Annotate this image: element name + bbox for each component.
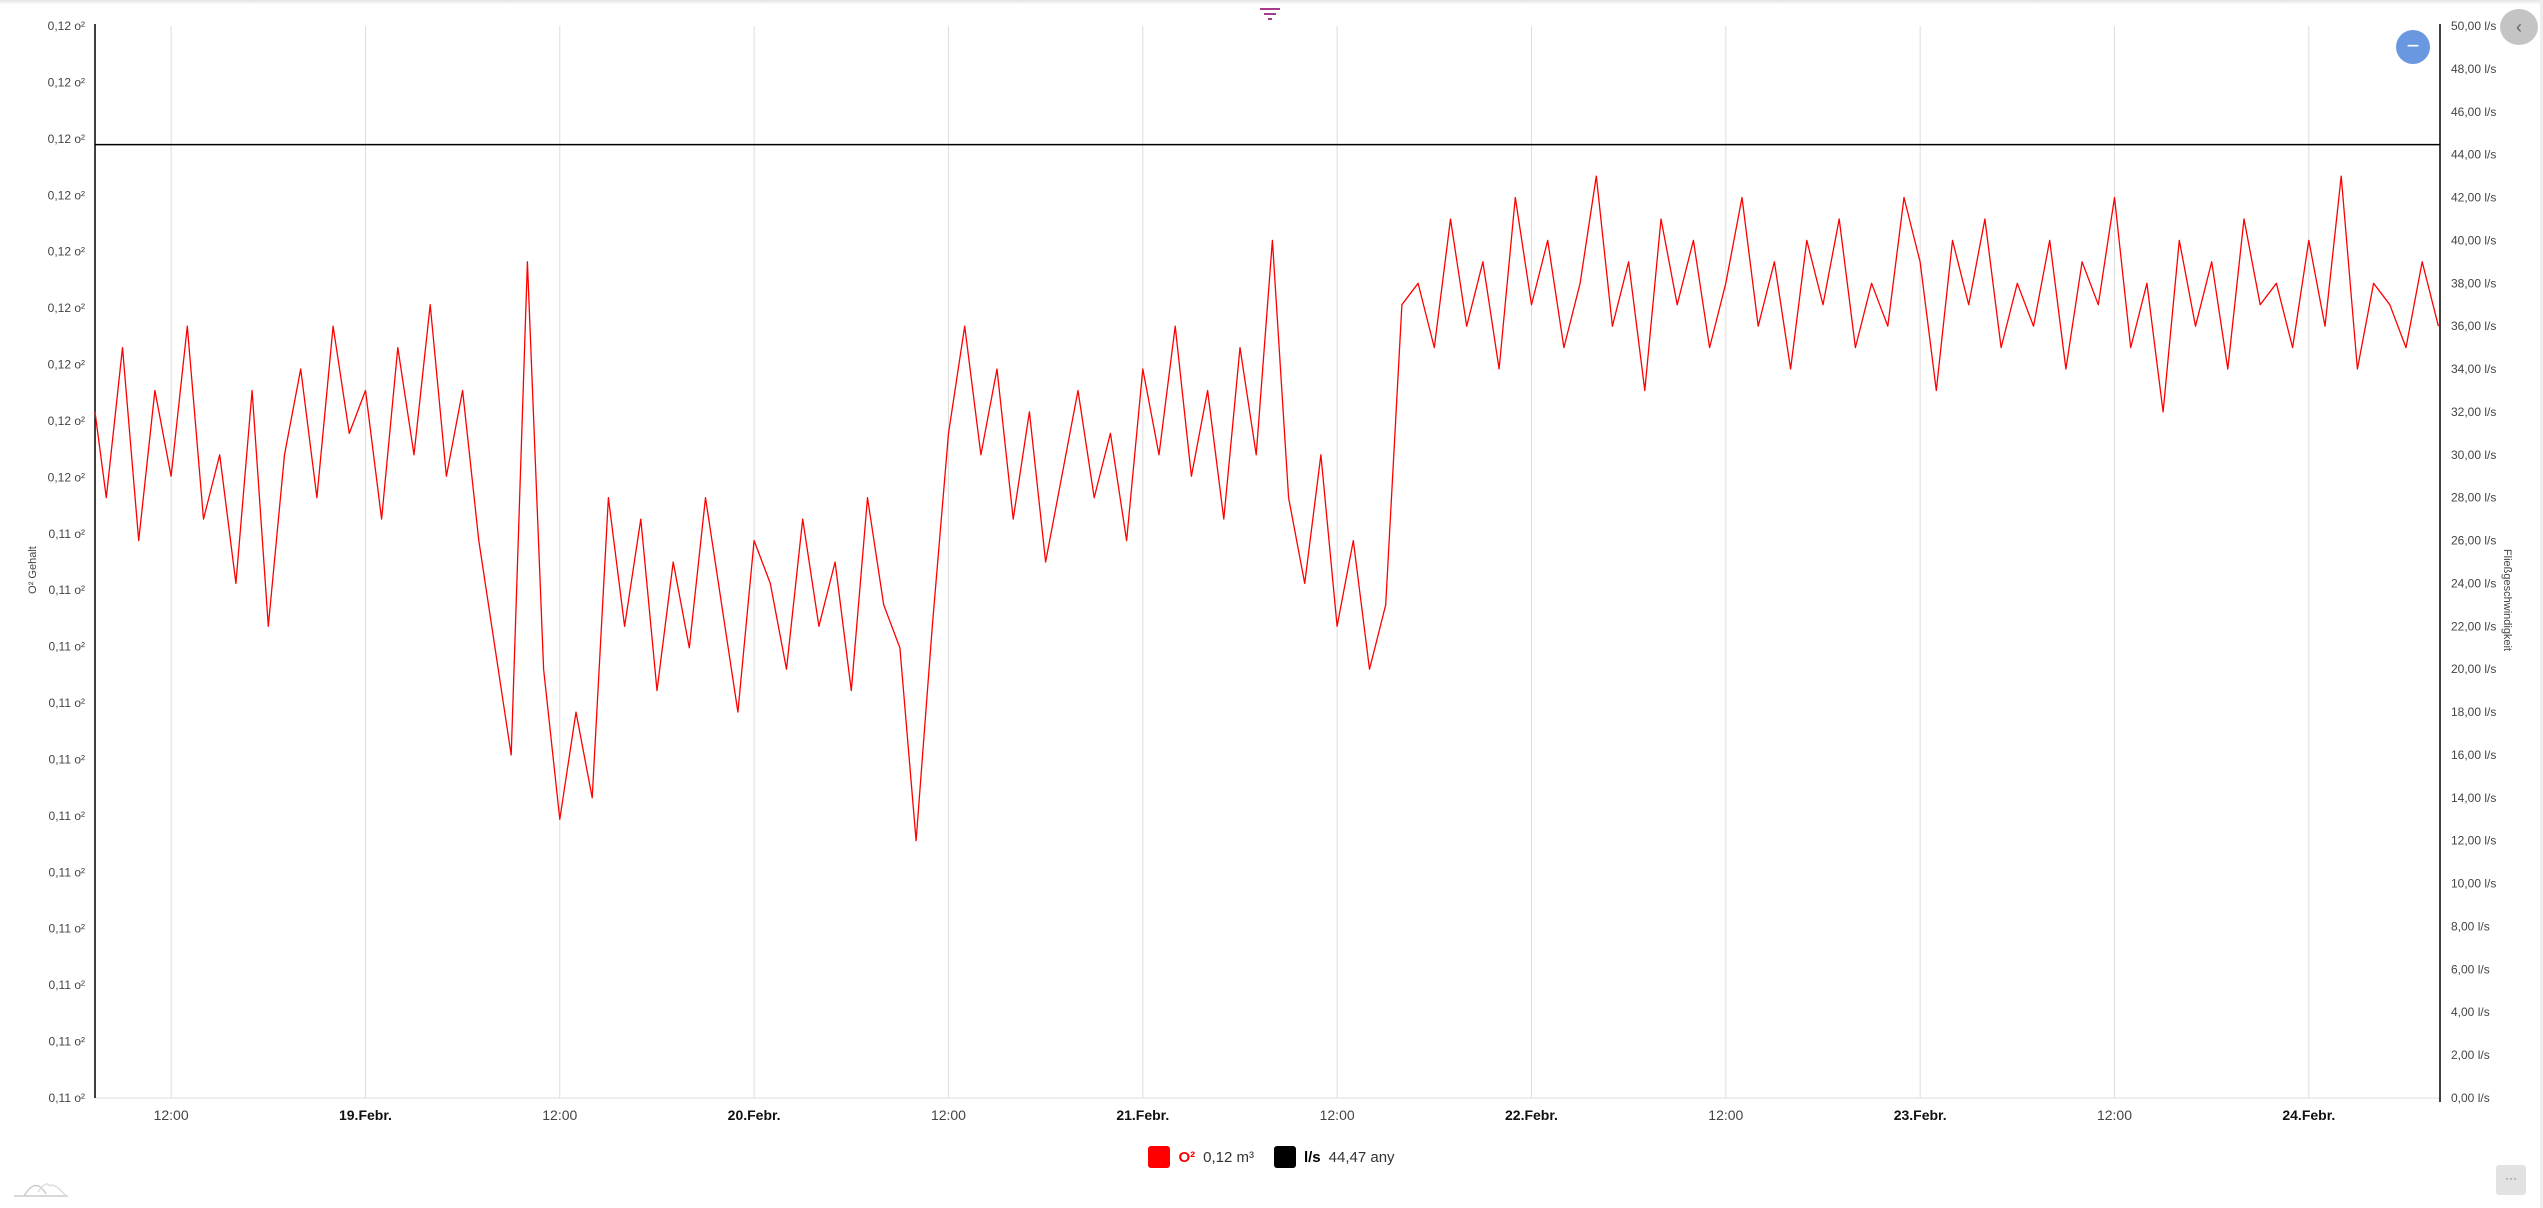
right-tick-label: 30,00 l/s: [2451, 448, 2496, 462]
left-axis-title: O² Gehalt: [27, 546, 39, 594]
right-edge: [2540, 0, 2543, 1208]
x-tick-label: 12:00: [931, 1107, 966, 1123]
series-line-o2: [94, 175, 2440, 842]
right-tick-label: 28,00 l/s: [2451, 491, 2496, 505]
left-tick-label: 0,11 o²: [49, 978, 85, 992]
right-axis-title: Fließgeschwindigkeit: [2501, 549, 2513, 651]
right-tick-label: 42,00 l/s: [2451, 191, 2496, 205]
x-tick-label: 21.Febr.: [1116, 1107, 1169, 1123]
legend-swatch-flow: [1273, 1146, 1296, 1168]
left-tick-label: 0,12 o²: [48, 188, 85, 202]
right-tick-label: 10,00 l/s: [2451, 877, 2496, 891]
left-tick-label: 0,12 o²: [48, 301, 85, 315]
left-tick-label: 0,11 o²: [49, 1035, 85, 1049]
left-tick-label: 0,12 o²: [48, 75, 85, 89]
left-tick-label: 0,12 o²: [48, 414, 85, 428]
right-tick-label: 24,00 l/s: [2451, 576, 2496, 590]
right-tick-label: 12,00 l/s: [2451, 834, 2496, 848]
x-tick-label: 24.Febr.: [2282, 1107, 2335, 1123]
x-tick-label: 12:00: [2097, 1107, 2132, 1123]
right-tick-label: 36,00 l/s: [2451, 319, 2496, 333]
right-tick-label: 2,00 l/s: [2451, 1048, 2490, 1062]
left-tick-label: 0,12 o²: [48, 245, 85, 259]
legend-item-o2[interactable]: O² 0,12 m³: [1148, 1146, 1254, 1168]
left-tick-label: 0,11 o²: [49, 752, 85, 766]
x-tick-label: 19.Febr.: [339, 1107, 392, 1123]
minus-icon: −: [2406, 33, 2420, 58]
right-tick-label: 0,00 l/s: [2451, 1091, 2490, 1105]
left-tick-label: 0,11 o²: [49, 696, 85, 710]
left-tick-label: 0,11 o²: [49, 640, 85, 654]
left-tick-label: 0,11 o²: [49, 527, 85, 541]
legend: O² 0,12 m³ l/s 44,47 any: [0, 1146, 2543, 1168]
right-tick-label: 26,00 l/s: [2451, 534, 2496, 548]
top-bar: [0, 0, 2543, 4]
x-tick-label: 22.Febr.: [1505, 1107, 1558, 1123]
left-tick-label: 0,11 o²: [49, 583, 85, 597]
right-tick-label: 8,00 l/s: [2451, 919, 2490, 933]
right-tick-label: 16,00 l/s: [2451, 748, 2496, 762]
left-tick-label: 0,11 o²: [49, 809, 85, 823]
right-tick-label: 46,00 l/s: [2451, 105, 2496, 119]
right-tick-label: 22,00 l/s: [2451, 619, 2496, 633]
left-tick-label: 0,11 o²: [49, 922, 85, 936]
right-tick-label: 44,00 l/s: [2451, 148, 2496, 162]
ellipsis-icon: ···: [2505, 1171, 2517, 1185]
more-options-button[interactable]: ···: [2496, 1165, 2526, 1195]
legend-item-flow[interactable]: l/s 44,47 any: [1273, 1146, 1395, 1168]
x-tick-label: 12:00: [154, 1107, 189, 1123]
left-tick-label: 0,12 o²: [48, 470, 85, 484]
legend-name: O²: [1178, 1148, 1196, 1166]
chevron-left-icon: ‹: [2516, 17, 2522, 37]
x-tick-label: 23.Febr.: [1894, 1107, 1947, 1123]
legend-value: 0,12 m³: [1203, 1148, 1254, 1166]
legend-swatch-o2: [1148, 1146, 1171, 1168]
right-tick-label: 18,00 l/s: [2451, 705, 2496, 719]
right-tick-label: 20,00 l/s: [2451, 662, 2496, 676]
right-tick-label: 40,00 l/s: [2451, 233, 2496, 247]
right-tick-label: 32,00 l/s: [2451, 405, 2496, 419]
left-tick-label: 0,11 o²: [49, 1091, 85, 1105]
right-tick-label: 34,00 l/s: [2451, 362, 2496, 376]
right-tick-label: 4,00 l/s: [2451, 1005, 2490, 1019]
filter-icon[interactable]: [1259, 8, 1281, 22]
legend-name: l/s: [1303, 1148, 1321, 1166]
legend-value: 44,47 any: [1328, 1148, 1395, 1166]
left-tick-label: 0,12 o²: [48, 132, 85, 146]
side-panel-toggle-button[interactable]: ‹: [2500, 9, 2538, 45]
right-tick-label: 48,00 l/s: [2451, 62, 2496, 76]
x-tick-label: 12:00: [1320, 1107, 1355, 1123]
mountains-logo: [14, 1183, 68, 1197]
x-tick-label: 12:00: [542, 1107, 577, 1123]
right-tick-label: 6,00 l/s: [2451, 962, 2490, 976]
right-tick-label: 14,00 l/s: [2451, 791, 2496, 805]
left-tick-label: 0,11 o²: [49, 865, 85, 879]
x-tick-label: 12:00: [1708, 1107, 1743, 1123]
right-tick-label: 50,00 l/s: [2451, 19, 2496, 33]
right-tick-label: 38,00 l/s: [2451, 276, 2496, 290]
left-tick-label: 0,12 o²: [48, 358, 85, 372]
left-tick-label: 0,12 o²: [48, 19, 85, 33]
zoom-out-button[interactable]: −: [2396, 30, 2430, 64]
x-tick-label: 20.Febr.: [728, 1107, 781, 1123]
